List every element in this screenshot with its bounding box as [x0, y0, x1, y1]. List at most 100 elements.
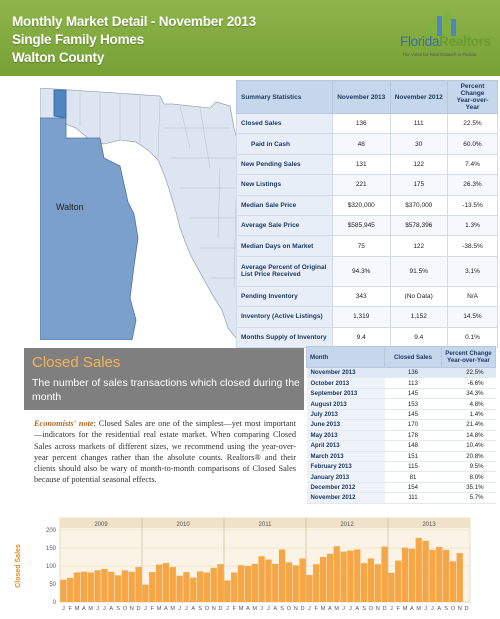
month-tick-label: N — [376, 606, 380, 612]
bar — [128, 571, 135, 602]
summary-value-2012: 30 — [389, 133, 448, 155]
logo-wordmark: FloridaRealtors — [400, 34, 491, 49]
month-tick-label: M — [416, 606, 421, 612]
monthly-row: March 2013 151 20.8% — [306, 451, 496, 462]
year-label: 2012 — [340, 522, 354, 528]
bar — [360, 563, 368, 602]
bar — [237, 565, 245, 602]
month-tick-label: J — [62, 606, 65, 612]
summary-value-2012: 91.5% — [389, 255, 448, 287]
summary-value-2013: 343 — [332, 285, 391, 308]
plot-area — [59, 517, 471, 603]
bar — [285, 562, 293, 602]
bar — [449, 561, 457, 602]
bar — [367, 558, 375, 602]
summary-row: New Listings 221 175 26.3% — [236, 174, 498, 196]
summary-value-2013: 131 — [332, 153, 391, 176]
month-tick-label: S — [198, 606, 202, 612]
bar — [265, 559, 272, 602]
monthly-month: May 2013 — [306, 430, 385, 442]
summary-value-2012: 9.4 — [389, 326, 448, 348]
summary-percent-change: 0.1% — [447, 326, 498, 348]
header-band: Monthly Market Detail - November 2013 Si… — [0, 0, 500, 76]
monthly-closed-sales: 170 — [384, 419, 442, 431]
bar — [401, 547, 409, 602]
monthly-month: August 2013 — [306, 398, 385, 410]
summary-row-label: Median Days on Market — [236, 235, 333, 257]
monthly-closed-sales: 136 — [384, 367, 442, 379]
month-tick-label: J — [96, 606, 99, 612]
month-tick-label: M — [252, 606, 257, 612]
col-month: Month — [306, 346, 385, 368]
y-tick-label: 200 — [46, 528, 57, 534]
bar — [87, 572, 94, 602]
summary-value-2013: 9.4 — [332, 326, 391, 348]
bar — [354, 549, 361, 602]
summary-row: Median Days on Market 75 122 -38.5% — [236, 235, 498, 257]
bar — [374, 564, 381, 602]
logo-bars-icon — [430, 12, 456, 36]
summary-percent-change: 14.5% — [447, 306, 498, 328]
month-tick-label: O — [123, 606, 128, 612]
month-tick-label: A — [410, 606, 414, 612]
monthly-percent-change: 1.4% — [441, 409, 496, 421]
month-tick-label: A — [191, 606, 195, 612]
monthly-month: April 2013 — [306, 440, 385, 452]
summary-value-2012: 122 — [389, 235, 448, 257]
summary-value-2013: 94.3% — [332, 255, 391, 287]
summary-value-2013: 75 — [332, 235, 391, 257]
y-tick-label: 0 — [53, 600, 57, 606]
monthly-month: March 2013 — [306, 451, 385, 462]
monthly-closed-sales: 111 — [384, 492, 442, 504]
bar — [258, 556, 265, 602]
summary-row-label: New Listings — [236, 174, 333, 196]
florida-realtors-logo: FloridaRealtors The Voice for Real Estat… — [400, 12, 496, 64]
summary-row-label: Closed Sales — [236, 112, 333, 135]
bar — [121, 570, 129, 602]
bar — [231, 572, 238, 602]
monthly-closed-sales: 153 — [384, 398, 442, 410]
bar — [278, 549, 286, 602]
monthly-closed-sales: 113 — [384, 377, 442, 389]
bar — [114, 575, 122, 602]
month-tick-label: J — [342, 606, 345, 612]
month-tick-label: A — [328, 606, 332, 612]
y-axis-label: Closed Sales — [15, 544, 22, 588]
col-monthly-percent-change: Percent Change Year-over-Year — [441, 346, 496, 368]
bar — [169, 567, 176, 602]
month-tick-label: J — [144, 606, 147, 612]
month-tick-label: A — [437, 606, 441, 612]
year-label: 2009 — [94, 522, 108, 528]
bar — [456, 553, 463, 602]
year-label: 2011 — [259, 522, 273, 528]
summary-row-label: Months Supply of Inventory — [236, 326, 333, 348]
month-tick-label: J — [103, 606, 106, 612]
monthly-closed-sales: 145 — [384, 388, 442, 400]
summary-value-2013: 136 — [332, 112, 391, 135]
monthly-row: January 2013 81 8.0% — [306, 471, 496, 483]
summary-statistics-table: Summary Statistics November 2013 Novembe… — [236, 80, 498, 348]
monthly-month: January 2013 — [306, 471, 385, 483]
summary-percent-change: -13.5% — [447, 194, 498, 216]
summary-percent-change: 60.0% — [447, 133, 498, 155]
property-type: Single Family Homes — [12, 32, 144, 47]
monthly-closed-sales: 154 — [384, 482, 442, 494]
bar — [176, 575, 183, 602]
bar — [436, 546, 443, 602]
monthly-closed-sales: 148 — [384, 440, 442, 452]
summary-row: Closed Sales 136 111 22.5% — [236, 112, 498, 135]
monthly-closed-sales-table: Month Closed Sales Percent Change Year-o… — [306, 346, 496, 504]
month-tick-label: F — [69, 606, 73, 612]
month-tick-label: O — [205, 606, 210, 612]
col-summary-statistics: Summary Statistics — [236, 80, 333, 114]
bar — [73, 572, 81, 602]
monthly-percent-change: 10.4% — [441, 440, 496, 452]
month-tick-label: J — [308, 606, 311, 612]
month-tick-label: M — [170, 606, 175, 612]
month-tick-label: O — [451, 606, 456, 612]
bar — [94, 570, 101, 602]
bar — [429, 549, 436, 602]
summary-percent-change: -38.5% — [447, 235, 498, 257]
monthly-closed-sales: 151 — [384, 451, 442, 462]
